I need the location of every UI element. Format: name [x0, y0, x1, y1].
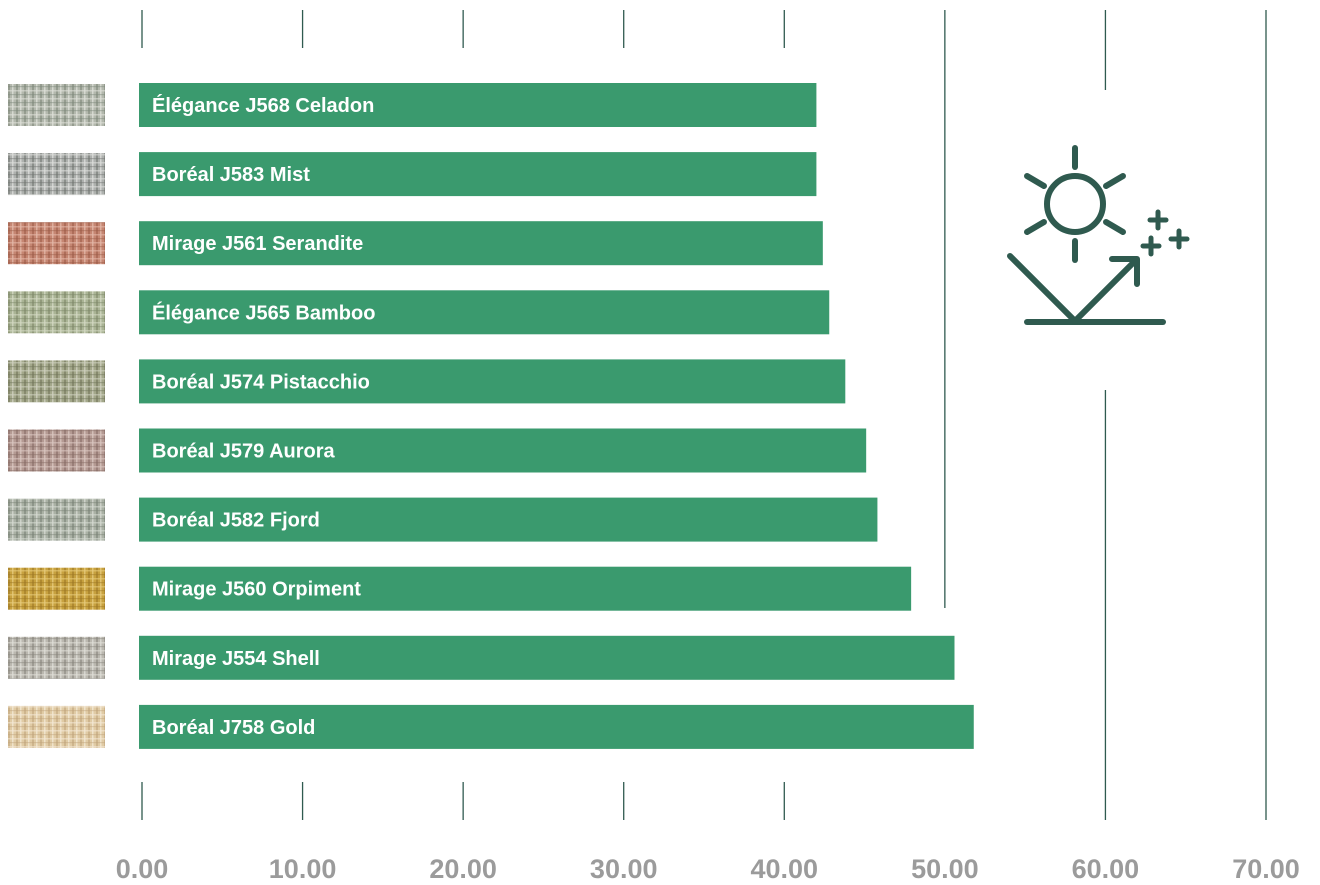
- fabric-swatch: [8, 153, 105, 196]
- bar-label: Élégance J565 Bamboo: [152, 301, 375, 324]
- fabric-swatch: [8, 498, 105, 541]
- bar-label: Boréal J574 Pistacchio: [152, 371, 370, 393]
- fabric-swatch: [8, 429, 105, 472]
- fabric-swatch: [8, 84, 105, 126]
- fabric-swatch: [8, 567, 105, 610]
- fabric-swatch: [8, 705, 105, 748]
- incident-ray: [1007, 253, 1078, 324]
- x-tick-label: 40.00: [750, 854, 818, 884]
- bar: [139, 566, 912, 611]
- fabric-swatch: [8, 291, 105, 334]
- bar-label: Boréal J582 Fjord: [152, 510, 320, 532]
- fabric-swatch: [8, 222, 105, 265]
- x-tick-label: 20.00: [429, 854, 497, 884]
- bar: [139, 635, 955, 680]
- bar-label: Mirage J561 Serandite: [152, 233, 363, 255]
- sun-ray: [1103, 173, 1126, 189]
- x-tick-label: 70.00: [1232, 854, 1300, 884]
- sun-ray: [1024, 219, 1047, 235]
- bar-label: Boréal J579 Aurora: [152, 441, 336, 463]
- x-tick-label: 30.00: [590, 854, 658, 884]
- bar: [139, 704, 974, 749]
- x-tick-label: 50.00: [911, 854, 979, 884]
- bar-labels: Élégance J568 Celadon Boréal J583 Mist Mir…: [152, 94, 375, 739]
- bar-label: Boréal J758 Gold: [152, 717, 315, 739]
- bar-label: Mirage J554 Shell: [152, 648, 320, 670]
- x-axis-ticks: 0.00 10.00 20.00 30.00 40.00 50.00 60.00 70.00: [116, 854, 1300, 884]
- fabric-swatches: [8, 84, 105, 748]
- sun-reflection-icon: [1007, 145, 1190, 325]
- bar: [139, 83, 817, 127]
- sun-ray: [1103, 219, 1126, 235]
- bar-label: Élégance J568 Celadon: [152, 94, 374, 117]
- bar: [139, 428, 867, 473]
- gridlines: [141, 10, 1267, 820]
- plus-signs: [1140, 209, 1190, 257]
- sun-circle: [1044, 173, 1106, 235]
- bars: [139, 83, 974, 749]
- x-tick-label: 60.00: [1072, 854, 1140, 884]
- bar: [139, 359, 846, 404]
- fabric-swatch: [8, 360, 105, 403]
- fabric-swatch: [8, 636, 105, 679]
- reflected-ray: [1072, 257, 1139, 324]
- arrowhead: [1109, 256, 1140, 287]
- bar: [139, 497, 878, 542]
- sun-ray: [1024, 173, 1047, 189]
- bar-label: Mirage J560 Orpiment: [152, 579, 361, 601]
- bar: [139, 290, 830, 335]
- bar: [139, 221, 823, 266]
- x-tick-label: 0.00: [116, 854, 169, 884]
- bar-label: Boréal J583 Mist: [152, 164, 310, 186]
- bar: [139, 152, 817, 197]
- x-tick-label: 10.00: [269, 854, 337, 884]
